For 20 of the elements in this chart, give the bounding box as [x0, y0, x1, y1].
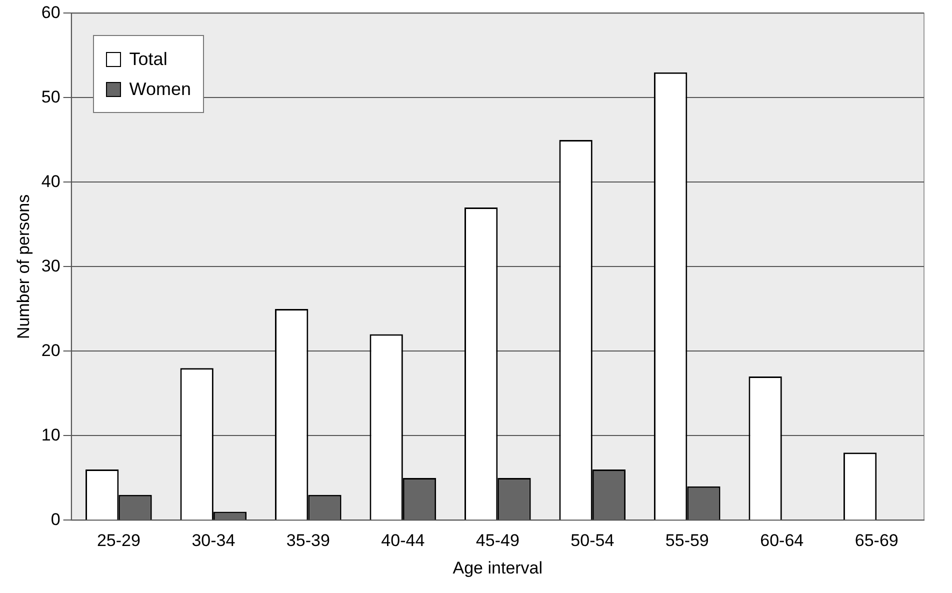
y-tick-label: 0 [50, 510, 60, 529]
y-axis-title: Number of persons [14, 194, 33, 339]
y-tick-label: 30 [41, 256, 60, 276]
x-axis-title: Age interval [452, 558, 543, 578]
y-tick-label: 10 [41, 425, 60, 444]
x-tick-label: 55-59 [665, 531, 709, 550]
x-tick-label: 50-54 [570, 531, 614, 550]
x-tick-label: 25-29 [96, 531, 140, 550]
y-tick-label: 40 [41, 172, 60, 191]
x-tick-label: 40-44 [381, 531, 425, 550]
y-tick-label: 50 [41, 87, 60, 106]
y-tick-label: 60 [41, 2, 60, 22]
x-tick-label: 60-64 [760, 531, 804, 550]
x-tick-label: 65-69 [854, 531, 898, 550]
y-tick-label: 20 [41, 340, 60, 360]
x-tick-label: 45-49 [476, 531, 520, 550]
x-tick-label: 30-34 [192, 531, 236, 550]
legend-label: Total [129, 48, 168, 72]
x-tick-label: 35-39 [286, 531, 330, 550]
legend-label: Women [129, 78, 191, 102]
